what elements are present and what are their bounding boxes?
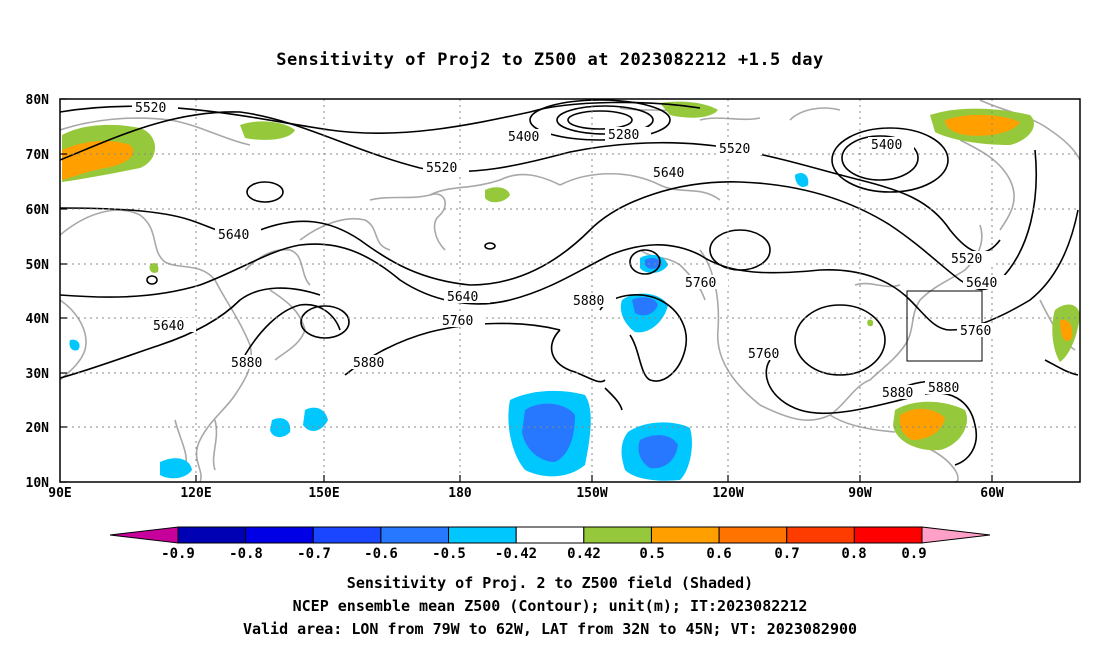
colorbar-label: -0.42 — [495, 546, 537, 562]
colorbar-low-triangle — [109, 526, 179, 544]
colorbar-labels: -0.9 -0.8 -0.7 -0.6 -0.5 -0.42 0.42 0.5 … — [161, 546, 927, 562]
contour-label: 5400 — [871, 138, 902, 153]
tick-marks — [60, 98, 993, 483]
colorbar-label: 0.8 — [841, 546, 866, 562]
lat-tick-label: 60N — [26, 203, 50, 218]
contour-label: 5640 — [218, 228, 249, 243]
colorbar-box — [312, 526, 382, 544]
lon-tick-label: 60W — [980, 486, 1004, 501]
contour-label: 5280 — [608, 128, 639, 143]
contour-label: 5760 — [685, 276, 716, 291]
contour-label: 5520 — [719, 142, 750, 157]
contour-label: 5880 — [928, 381, 959, 396]
lon-tick-label: 120E — [180, 486, 211, 501]
colorbar-label: 0.42 — [567, 546, 601, 562]
colorbar-label: -0.8 — [229, 546, 263, 562]
colorbar-label: -0.6 — [364, 546, 398, 562]
graticule — [60, 99, 1080, 482]
colorbar-box — [786, 526, 855, 544]
plot-frame — [59, 98, 1081, 483]
lat-tick-label: 70N — [26, 148, 50, 163]
colorbar: -0.9 -0.8 -0.7 -0.6 -0.5 -0.42 0.42 0.5 … — [109, 526, 991, 562]
contour-label: 5760 — [960, 324, 991, 339]
contour-label: 5880 — [353, 356, 384, 371]
lat-tick-label: 30N — [26, 367, 50, 382]
contour-label: 5520 — [135, 101, 166, 116]
colorbar-box — [583, 526, 652, 544]
contour-label: 5760 — [442, 314, 473, 329]
contour-label: 5520 — [951, 252, 982, 267]
contour-label: 5880 — [882, 386, 913, 401]
contour-labels: 5520 5400 5280 5520 5400 5520 5640 5640 … — [132, 100, 1009, 401]
colorbar-box — [515, 526, 585, 544]
colorbar-boxes — [177, 526, 923, 544]
contour-label: 5640 — [966, 276, 997, 291]
colorbar-high-triangle — [921, 526, 991, 544]
colorbar-box — [177, 526, 247, 544]
colorbar-label: -0.5 — [432, 546, 466, 562]
lon-tick-label: 120W — [712, 486, 743, 501]
colorbar-label: 0.6 — [706, 546, 731, 562]
colorbar-box — [718, 526, 788, 544]
lat-tick-label: 80N — [26, 93, 50, 108]
colorbar-box — [650, 526, 720, 544]
lon-tick-label: 150W — [576, 486, 607, 501]
caption-valid-area: Valid area: LON from 79W to 62W, LAT fro… — [242, 620, 858, 638]
latitude-labels: 80N 70N 60N 50N 40N 30N 20N 10N — [26, 93, 50, 491]
lon-tick-label: 180 — [448, 486, 472, 501]
lat-tick-label: 40N — [26, 312, 50, 327]
lon-tick-label: 90E — [48, 486, 71, 501]
caption-contour: NCEP ensemble mean Z500 (Contour); unit(… — [292, 597, 808, 615]
lon-tick-label: 90W — [848, 486, 872, 501]
colorbar-label: 0.7 — [774, 546, 799, 562]
lat-tick-label: 50N — [26, 258, 50, 273]
longitude-labels: 90E 120E 150E 180 150W 120W 90W 60W — [48, 486, 1004, 501]
contour-label: 5640 — [447, 290, 478, 305]
lat-tick-label: 20N — [26, 421, 50, 436]
colorbar-box — [448, 526, 517, 544]
colorbar-box — [245, 526, 314, 544]
shaded-sensitivity — [62, 101, 1080, 481]
colorbar-label: -0.7 — [297, 546, 331, 562]
lat-tick-label: 10N — [26, 476, 50, 491]
colorbar-label: 0.5 — [639, 546, 664, 562]
contour-label: 5880 — [231, 356, 262, 371]
colorbar-box — [853, 526, 923, 544]
caption-shaded: Sensitivity of Proj. 2 to Z500 field (Sh… — [346, 574, 754, 592]
contour-label: 5640 — [653, 166, 684, 181]
colorbar-label: -0.9 — [161, 546, 195, 562]
contour-label: 5520 — [426, 161, 457, 176]
colorbar-box — [380, 526, 450, 544]
contour-label: 5400 — [508, 130, 539, 145]
colorbar-label: 0.9 — [901, 546, 926, 562]
contour-label: 5880 — [573, 294, 604, 309]
contour-label: 5760 — [748, 347, 779, 362]
map-title: Sensitivity of Proj2 to Z500 at 20230822… — [276, 50, 824, 70]
contour-label: 5640 — [153, 319, 184, 334]
lon-tick-label: 150E — [308, 486, 339, 501]
